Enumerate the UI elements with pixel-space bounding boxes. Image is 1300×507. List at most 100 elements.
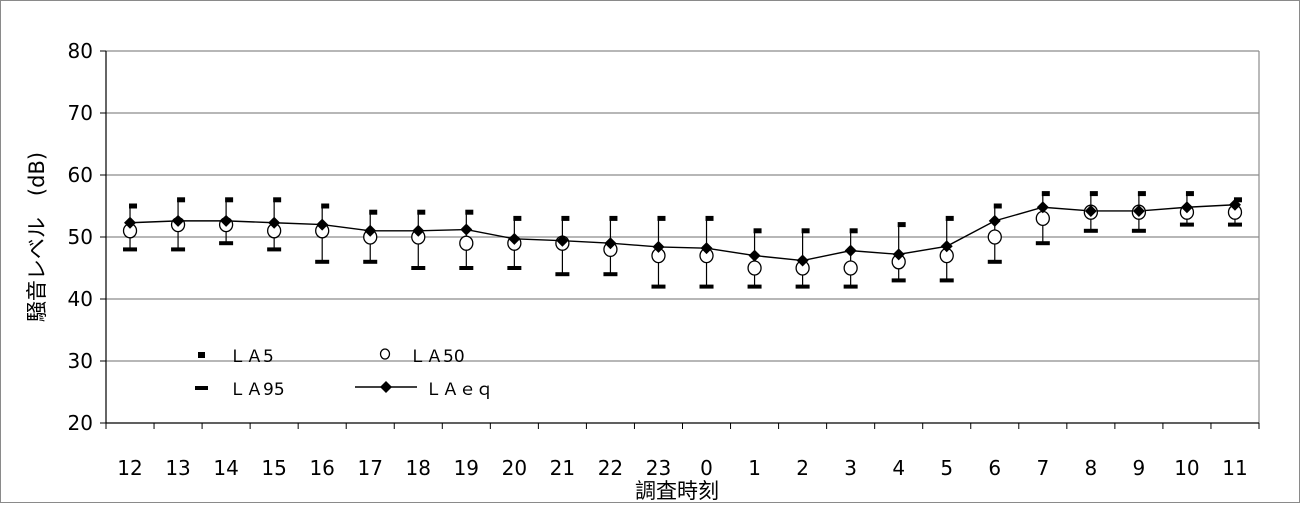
laeq-marker — [844, 244, 857, 257]
la95-marker — [171, 247, 186, 252]
laeq-marker — [412, 224, 425, 237]
la5-marker — [417, 209, 426, 215]
la95-marker — [1083, 228, 1098, 233]
la95-marker — [507, 266, 522, 270]
x-tick-label: 19 — [454, 456, 479, 480]
la95-marker — [555, 272, 570, 277]
x-tick-label: 21 — [550, 456, 575, 480]
la5-marker — [561, 215, 570, 221]
legend-la5-symbol — [198, 352, 205, 358]
laeq-marker — [556, 234, 569, 247]
laeq-marker — [892, 248, 905, 261]
la95-marker — [123, 247, 138, 252]
la95-marker — [891, 278, 906, 283]
la50-marker — [987, 229, 1002, 245]
x-tick-label: 15 — [261, 456, 286, 480]
y-tick-label: 70 — [68, 101, 93, 125]
y-axis-title: 騒音レベル (dB) — [25, 152, 49, 322]
laeq-marker — [652, 240, 665, 253]
laeq-marker — [940, 240, 953, 253]
x-tick-label: 10 — [1174, 456, 1199, 480]
laeq-marker — [460, 223, 473, 236]
x-tick-label: 1 — [748, 456, 761, 480]
legend-laeq-label: ＬＡｅｑ — [425, 380, 493, 400]
la95-marker — [1179, 222, 1194, 227]
la5-marker — [273, 197, 282, 203]
la5-marker — [1233, 197, 1242, 203]
x-tick-label: 12 — [117, 456, 142, 480]
la5-marker — [897, 222, 906, 228]
x-tick-label: 5 — [940, 456, 953, 480]
x-tick-label: 3 — [844, 456, 857, 480]
laeq-marker — [700, 242, 713, 255]
la5-marker — [513, 215, 522, 221]
la5-marker — [1089, 191, 1098, 197]
x-tick-label: 13 — [165, 456, 190, 480]
legend: ＬＡ5 ＬＡ50 ＬＡ95 ＬＡｅｑ — [195, 347, 493, 400]
laeq-marker — [1228, 198, 1241, 211]
laeq-line — [129, 204, 1236, 262]
x-tick-label: 4 — [892, 456, 905, 480]
la5-marker — [177, 197, 186, 203]
la5-marker — [369, 209, 378, 215]
laeq-marker — [748, 249, 761, 262]
y-tick-label: 20 — [68, 411, 93, 435]
la95-marker — [603, 272, 618, 277]
laeq-marker — [316, 218, 329, 231]
legend-la5-label: ＬＡ5 — [229, 347, 274, 367]
la95-marker — [219, 241, 234, 246]
la95-marker — [843, 284, 858, 289]
legend-la95-label: ＬＡ95 — [229, 380, 285, 400]
la5-marker — [753, 228, 762, 234]
la5-marker — [801, 228, 810, 234]
la95-marker — [651, 284, 666, 289]
x-tick-labels: 12 13 14 15 16 17 18 19 20 21 22 23 0 1 2 3 4 5 6 7 8 9 10 11 — [117, 456, 1247, 480]
la5-marker — [609, 215, 618, 221]
la5-marker — [849, 228, 858, 234]
x-tick-label: 11 — [1222, 456, 1247, 480]
x-tick-label: 2 — [796, 456, 809, 480]
la95-marker — [1035, 241, 1050, 246]
la5-marker — [1137, 191, 1146, 197]
x-tick-label: 20 — [502, 456, 527, 480]
la95-marker — [747, 284, 762, 289]
la95-marker — [459, 266, 474, 270]
la5-marker — [225, 197, 234, 203]
y-tick-label: 40 — [68, 287, 93, 311]
la95-marker — [795, 284, 810, 289]
laeq-marker — [364, 224, 377, 237]
x-tick-label: 14 — [213, 456, 238, 480]
x-tick-label: 0 — [700, 456, 713, 480]
laeq-marker — [220, 214, 233, 227]
laeq-marker — [1036, 201, 1049, 214]
la5-marker — [945, 215, 954, 221]
x-tick-label: 6 — [988, 456, 1001, 480]
x-axis-title: 調査時刻 — [635, 479, 719, 502]
la95-marker — [699, 284, 714, 289]
axes — [100, 50, 1260, 429]
la95-marker — [411, 266, 426, 270]
laeq-marker — [1180, 201, 1193, 214]
laeq-marker — [124, 216, 137, 229]
la5-marker — [1185, 191, 1194, 197]
laeq-marker — [508, 232, 521, 245]
x-tick-label: 22 — [598, 456, 623, 480]
laeq-marker — [988, 214, 1001, 227]
la95-marker — [1131, 228, 1146, 233]
legend-la50-symbol — [379, 348, 391, 360]
laeq-marker — [172, 214, 185, 227]
laeq-marker — [1084, 204, 1097, 217]
y-tick-label: 50 — [68, 225, 93, 249]
la5-marker — [657, 215, 666, 221]
la5-marker — [465, 209, 474, 215]
la50-marker — [747, 260, 762, 276]
x-tick-label: 17 — [358, 456, 383, 480]
laeq-marker — [796, 254, 809, 267]
la95-marker — [315, 259, 330, 264]
la5-marker — [321, 203, 330, 209]
x-tick-label: 7 — [1036, 456, 1049, 480]
la5-marker — [705, 215, 714, 221]
la5-marker — [993, 203, 1002, 209]
